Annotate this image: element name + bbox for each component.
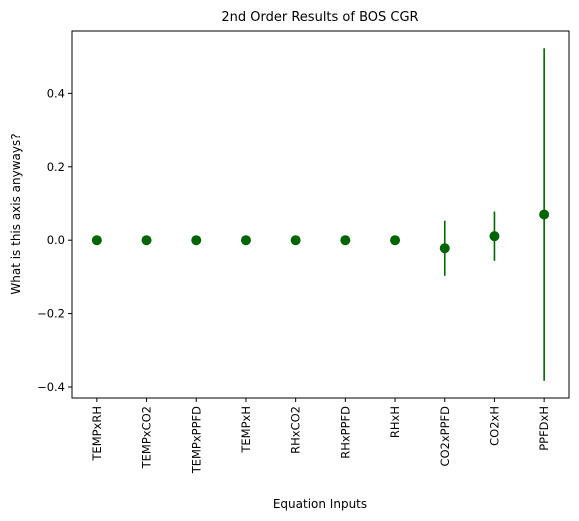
data-point xyxy=(489,231,500,242)
y-tick-label: −0.2 xyxy=(37,307,65,321)
x-tick-label: RHxCO2 xyxy=(289,406,303,454)
x-tick-label: PPFDxH xyxy=(537,406,551,451)
y-axis-label: What is this axis anyways? xyxy=(9,133,23,294)
y-tick-label: −0.4 xyxy=(37,380,65,394)
x-axis-label: Equation Inputs xyxy=(273,497,367,511)
x-tick-label: TEMPxRH xyxy=(90,406,104,462)
x-tick-label: TEMPxCO2 xyxy=(140,406,154,469)
x-tick-label: TEMPxH xyxy=(239,406,253,454)
data-point xyxy=(439,243,450,254)
data-point xyxy=(141,235,152,246)
y-tick-label: 0.2 xyxy=(47,160,65,174)
y-axis: −0.4 −0.2 0.0 0.2 0.4 xyxy=(37,86,72,394)
data-point xyxy=(91,235,102,246)
data-point xyxy=(539,209,550,220)
plot-area xyxy=(71,30,570,399)
y-tick-label: 0.0 xyxy=(47,233,65,247)
data-series xyxy=(91,48,550,381)
data-point xyxy=(290,235,301,246)
chart-title: 2nd Order Results of BOS CGR xyxy=(221,10,418,25)
data-point xyxy=(390,235,401,246)
data-point xyxy=(240,235,251,246)
x-axis: TEMPxRH TEMPxCO2 TEMPxPPFD TEMPxH RHxCO2 RHxP… xyxy=(90,398,551,474)
y-tick-label: 0.4 xyxy=(47,86,65,100)
x-tick-label: CO2xH xyxy=(487,406,501,446)
data-point xyxy=(191,235,202,246)
x-tick-label: CO2xPPFD xyxy=(438,406,452,467)
data-point xyxy=(340,235,351,246)
x-tick-label: RHxPPFD xyxy=(338,406,352,459)
x-tick-label: TEMPxPPFD xyxy=(189,406,203,474)
x-tick-label: RHxH xyxy=(388,406,402,438)
